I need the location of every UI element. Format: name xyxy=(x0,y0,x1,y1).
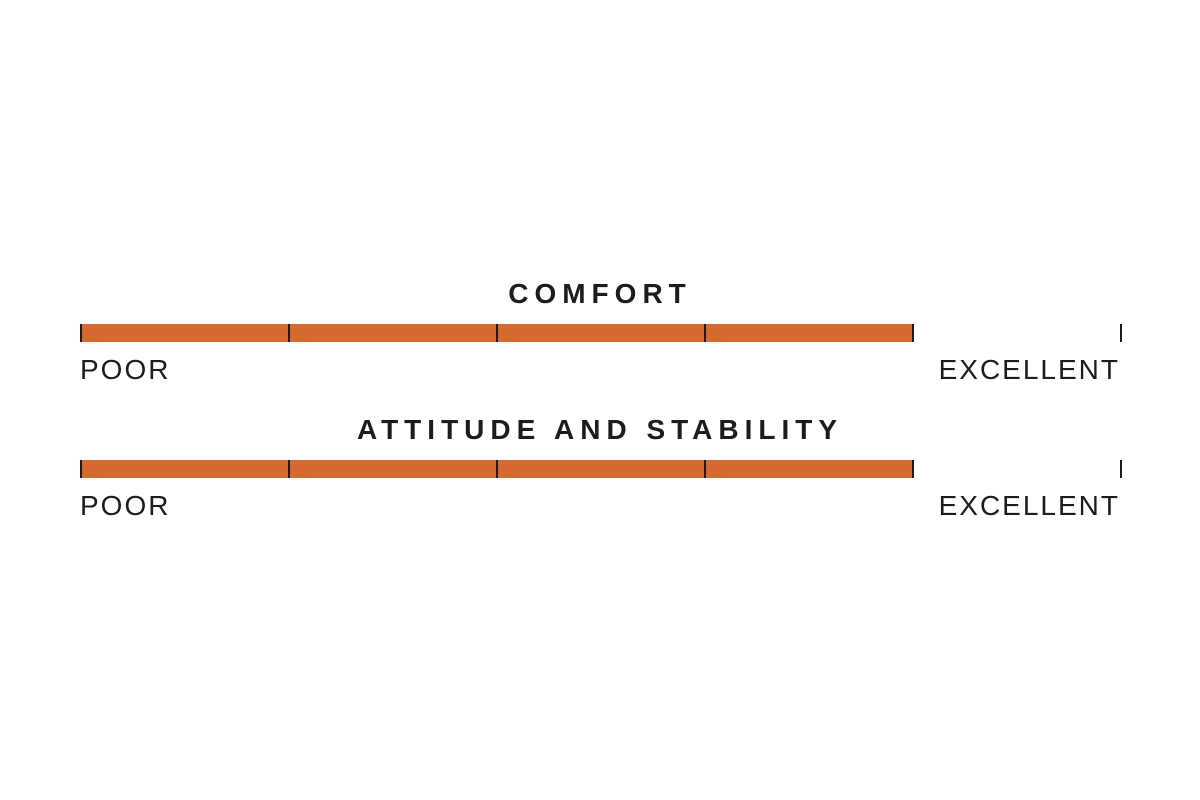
metric-comfort: COMFORT POOR EXCELLENT xyxy=(80,278,1120,386)
bar-labels: POOR EXCELLENT xyxy=(80,354,1120,386)
metric-title: ATTITUDE AND STABILITY xyxy=(80,414,1120,446)
bar-labels: POOR EXCELLENT xyxy=(80,490,1120,522)
right-endpoint-label: EXCELLENT xyxy=(939,490,1120,522)
left-endpoint-label: POOR xyxy=(80,490,170,522)
bar-tick xyxy=(288,324,290,342)
left-endpoint-label: POOR xyxy=(80,354,170,386)
rating-bar xyxy=(80,460,1120,478)
bar-tick xyxy=(1120,324,1122,342)
rating-chart: COMFORT POOR EXCELLENT ATTITUDE AND STAB… xyxy=(80,250,1120,550)
metric-title: COMFORT xyxy=(80,278,1120,310)
bar-tick xyxy=(496,460,498,478)
rating-bar xyxy=(80,324,1120,342)
bar-tick xyxy=(704,460,706,478)
bar-tick xyxy=(912,324,914,342)
bar-tick xyxy=(288,460,290,478)
right-endpoint-label: EXCELLENT xyxy=(939,354,1120,386)
bar-tick xyxy=(704,324,706,342)
bar-tick xyxy=(496,324,498,342)
bar-tick xyxy=(1120,460,1122,478)
bar-tick xyxy=(912,460,914,478)
bar-tick xyxy=(80,460,82,478)
metric-attitude-stability: ATTITUDE AND STABILITY POOR EXCELLENT xyxy=(80,414,1120,522)
bar-tick xyxy=(80,324,82,342)
